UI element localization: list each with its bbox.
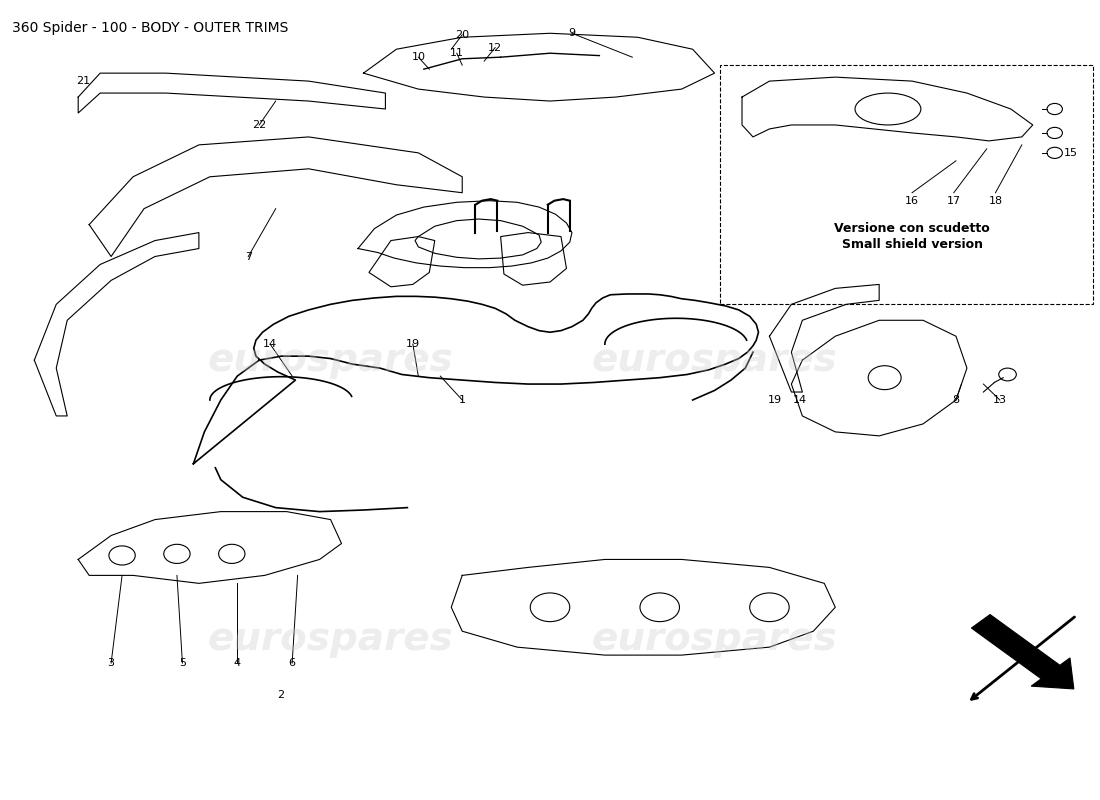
Text: 2: 2 [277, 690, 285, 700]
Text: 3: 3 [108, 658, 114, 668]
Text: 9: 9 [569, 28, 575, 38]
Text: 1: 1 [459, 395, 465, 405]
Text: 15: 15 [1064, 148, 1078, 158]
Text: eurospares: eurospares [208, 341, 453, 379]
Text: 11: 11 [450, 48, 464, 58]
Text: 12: 12 [488, 42, 503, 53]
Text: 13: 13 [993, 395, 1007, 405]
Text: 18: 18 [989, 196, 1002, 206]
Text: 22: 22 [252, 120, 266, 130]
Text: eurospares: eurospares [592, 620, 837, 658]
Text: 10: 10 [411, 52, 426, 62]
Text: eurospares: eurospares [592, 341, 837, 379]
Text: 7: 7 [244, 251, 252, 262]
Polygon shape [971, 614, 1074, 689]
Text: Small shield version: Small shield version [842, 238, 982, 251]
Text: 8: 8 [953, 395, 959, 405]
Text: eurospares: eurospares [208, 620, 453, 658]
Text: 14: 14 [263, 339, 277, 349]
Text: 4: 4 [233, 658, 241, 668]
Text: 6: 6 [288, 658, 296, 668]
Text: 21: 21 [77, 76, 90, 86]
Text: 17: 17 [947, 196, 960, 206]
Text: 14: 14 [793, 395, 807, 405]
Text: 16: 16 [905, 196, 920, 206]
Text: 20: 20 [455, 30, 470, 40]
Text: 19: 19 [406, 339, 420, 349]
Text: Versione con scudetto: Versione con scudetto [834, 222, 990, 235]
Text: 5: 5 [179, 658, 186, 668]
Text: 360 Spider - 100 - BODY - OUTER TRIMS: 360 Spider - 100 - BODY - OUTER TRIMS [12, 22, 288, 35]
Text: 19: 19 [768, 395, 782, 405]
